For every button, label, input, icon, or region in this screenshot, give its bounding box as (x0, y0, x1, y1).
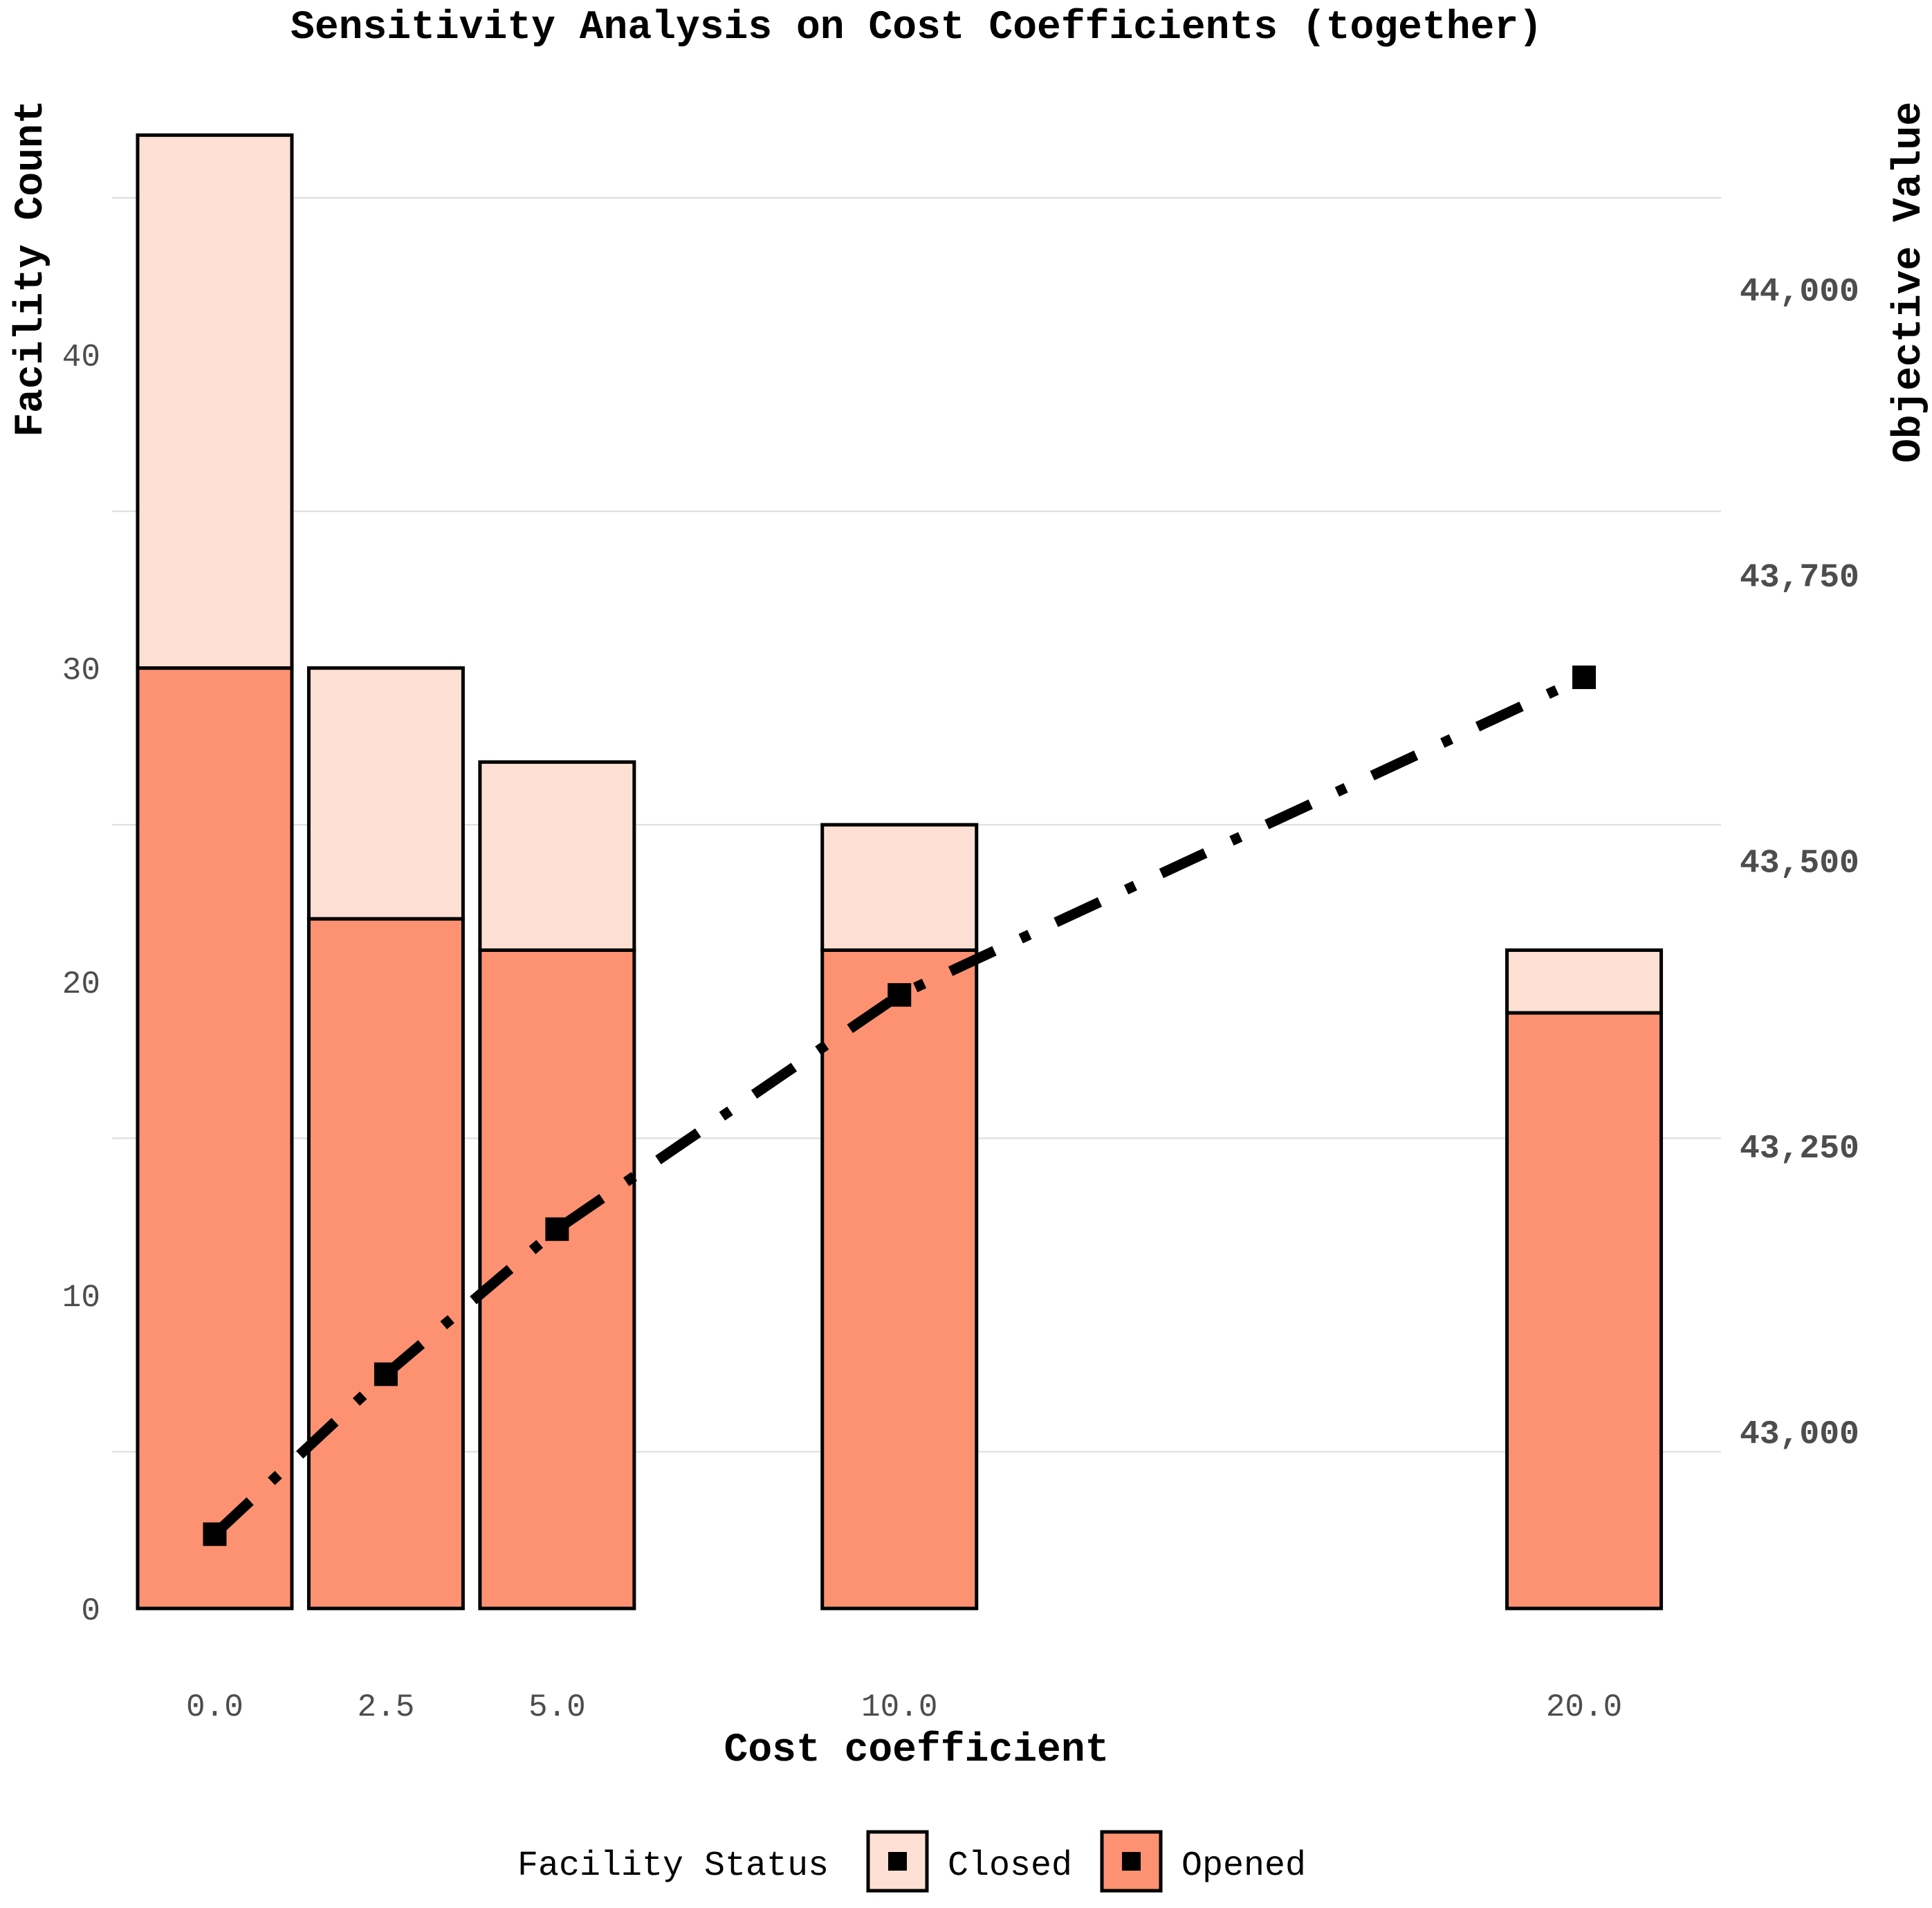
bar-closed-10.0 (820, 823, 979, 952)
x-tick-label: 20.0 (1546, 1689, 1622, 1725)
legend-label-closed: Closed (948, 1846, 1072, 1886)
y2-tick-label: 44,000 (1740, 274, 1859, 311)
y2-tick-label: 43,500 (1740, 845, 1859, 882)
objective-point-20.0 (1572, 666, 1597, 690)
legend-swatch-opened (1100, 1830, 1163, 1893)
legend-key-marker-closed (888, 1852, 907, 1871)
bar-closed-20.0 (1505, 948, 1664, 1015)
x-tick-label: 5.0 (528, 1689, 586, 1725)
bar-layer (136, 133, 1664, 1611)
bar-opened-2.5 (306, 917, 465, 1611)
y-tick-label: 0 (81, 1593, 100, 1629)
bar-opened-10.0 (820, 948, 979, 1611)
x-tick-label: 2.5 (358, 1689, 415, 1725)
line-layer (203, 666, 1597, 1546)
legend-key-marker-opened (1122, 1852, 1141, 1871)
bar-closed-5.0 (478, 760, 636, 952)
y2-tick-label: 43,250 (1740, 1130, 1859, 1168)
bar-closed-0.0 (136, 133, 294, 670)
y-tick-label: 40 (62, 340, 100, 376)
bar-opened-0.0 (136, 666, 294, 1611)
objective-point-2.5 (374, 1362, 398, 1386)
y-tick-label: 30 (62, 653, 100, 689)
x-axis-title: Cost coefficient (724, 1728, 1110, 1773)
objective-value-line (211, 672, 1587, 1539)
y-axis-title: Facility Count (9, 100, 54, 437)
objective-point-10.0 (887, 983, 912, 1007)
y2-tick-label: 43,000 (1740, 1416, 1859, 1453)
x-tick-label: 0.0 (186, 1689, 243, 1725)
legend-label-opened: Opened (1181, 1846, 1306, 1886)
x-tick-label: 10.0 (861, 1689, 937, 1725)
y-tick-label: 20 (62, 966, 100, 1002)
objective-point-5.0 (545, 1217, 569, 1241)
y-tick-label: 10 (62, 1280, 100, 1316)
tick-layer: 0 10 20 30 40 43,000 43,250 43,500 43,750 44,000 0… (62, 274, 1859, 1725)
y2-axis-title: Objective Value (1887, 102, 1932, 463)
legend-title: Facility Status (517, 1846, 829, 1886)
objective-point-0.0 (203, 1522, 227, 1546)
legend: Facility Status Closed Opened (517, 1830, 1306, 1893)
y2-tick-label: 43,750 (1740, 559, 1859, 596)
bar-opened-20.0 (1505, 1011, 1664, 1611)
chart-title: Sensitivity Analysis on Cost Coefficient… (291, 6, 1543, 51)
bar-closed-2.5 (306, 666, 465, 921)
